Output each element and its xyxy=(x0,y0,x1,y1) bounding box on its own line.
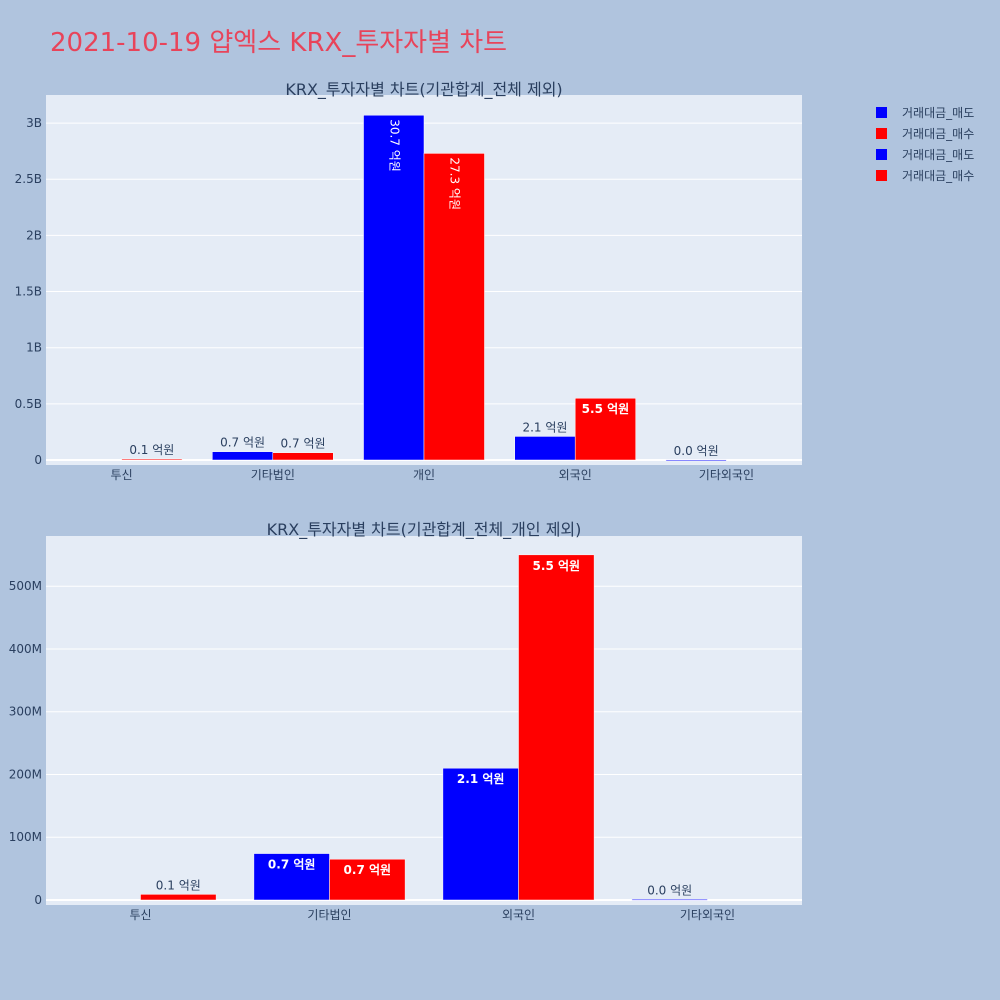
bar-buy xyxy=(140,894,217,901)
chart-title: KRX_투자자별 차트(기관합계_전체_개인 제외) xyxy=(267,520,582,540)
x-tick-label: 투신 xyxy=(111,468,133,482)
x-tick-label: 투신 xyxy=(129,908,151,922)
y-tick-label: 400M xyxy=(9,642,42,656)
bar-sell xyxy=(442,767,519,901)
legend-item: 거래대금_매도 xyxy=(902,106,974,120)
x-tick-label: 외국인 xyxy=(502,908,535,922)
data-label: 0.7 억원 xyxy=(268,858,316,872)
bar-buy xyxy=(329,858,406,901)
legend-swatch xyxy=(876,128,887,139)
y-tick-label: 200M xyxy=(9,767,42,781)
bar-sell xyxy=(212,451,274,461)
data-label: 0.7 억원 xyxy=(344,863,392,877)
bar-buy xyxy=(121,458,183,461)
bar-sell xyxy=(631,899,708,901)
data-label: 0.7 억원 xyxy=(281,437,326,451)
y-tick-label: 3B xyxy=(26,116,42,130)
data-label: 30.7 억원 xyxy=(387,119,401,172)
chart-panel-2: 0 100M 200M 300M 400M 500M KRX_투자자별 차트(기관합계_전체… xyxy=(9,520,802,922)
bar-buy xyxy=(272,452,334,461)
bar-buy xyxy=(518,554,595,901)
y-tick-label: 100M xyxy=(9,830,42,844)
y-tick-label: 0 xyxy=(34,453,42,467)
x-tick-label: 기타외국인 xyxy=(680,908,735,922)
legend-item: 거래대금_매도 xyxy=(902,148,974,162)
bar-buy xyxy=(423,153,485,461)
data-label: 0.7 억원 xyxy=(220,436,265,450)
x-tick-label: 기타외국인 xyxy=(699,468,754,482)
page-title: 2021-10-19 얍엑스 KRX_투자자별 차트 xyxy=(50,28,508,58)
plot-area xyxy=(46,536,802,905)
legend-swatch xyxy=(876,149,887,160)
data-label: 5.5 억원 xyxy=(582,402,630,416)
y-tick-label: 2.5B xyxy=(15,172,42,186)
bar-sell xyxy=(514,436,576,461)
data-label: 0.1 억원 xyxy=(129,443,174,457)
y-tick-label: 0.5B xyxy=(15,397,42,411)
data-label: 5.5 억원 xyxy=(533,559,581,573)
bar-sell xyxy=(665,459,727,462)
legend-item: 거래대금_매수 xyxy=(902,127,974,141)
y-tick-label: 300M xyxy=(9,705,42,719)
data-label: 0.0 억원 xyxy=(674,444,719,458)
chart-panel-1: 0 0.5B 1B 1.5B 2B 2.5B 3B KRX_투자자별 차트(기관합계_전체 제… xyxy=(15,80,802,482)
data-label: 2.1 억원 xyxy=(522,420,567,434)
data-label: 2.1 억원 xyxy=(457,772,505,786)
x-tick-label: 기타법인 xyxy=(251,468,295,482)
legend-swatch xyxy=(876,170,887,181)
bar-sell xyxy=(253,853,330,901)
chart-title: KRX_투자자별 차트(기관합계_전체 제외) xyxy=(285,80,562,100)
y-tick-label: 0 xyxy=(34,893,42,907)
x-tick-label: 외국인 xyxy=(559,468,592,482)
legend-item: 거래대금_매수 xyxy=(902,169,974,183)
y-tick-label: 1.5B xyxy=(15,285,42,299)
y-tick-label: 2B xyxy=(26,228,42,242)
bar-buy xyxy=(574,397,636,461)
y-tick-label: 1B xyxy=(26,341,42,355)
bar-sell xyxy=(363,114,425,461)
data-label: 0.1 억원 xyxy=(156,878,201,892)
x-tick-label: 기타법인 xyxy=(307,908,351,922)
data-label: 0.0 억원 xyxy=(647,883,692,897)
x-tick-label: 개인 xyxy=(413,468,435,482)
y-tick-label: 500M xyxy=(9,579,42,593)
legend-swatch xyxy=(876,107,887,118)
data-label: 27.3 억원 xyxy=(448,157,462,210)
